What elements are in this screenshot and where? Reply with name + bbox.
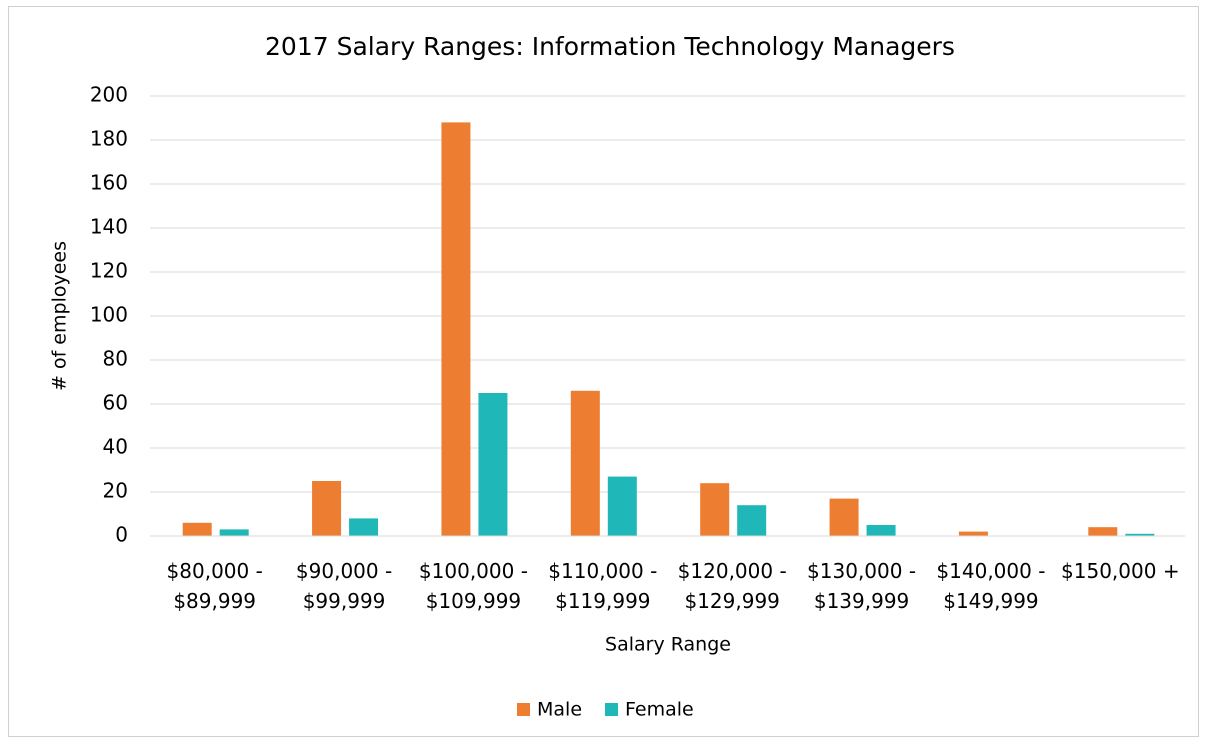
bar — [866, 525, 896, 536]
x-tick-label: $140,000 - $149,999 — [936, 559, 1046, 613]
bar — [219, 529, 249, 536]
bar — [441, 122, 471, 537]
bar — [607, 476, 637, 536]
bar — [570, 390, 600, 536]
x-tick-label: $80,000 - $89,999 — [166, 559, 263, 613]
bar — [1088, 527, 1118, 536]
x-tick-label: $90,000 - $99,999 — [295, 559, 393, 613]
y-tick-label: 20 — [103, 479, 128, 503]
x-tick-label: $110,000 - $119,999 — [548, 559, 658, 613]
chart-title: 2017 Salary Ranges: Information Technolo… — [265, 32, 955, 61]
bar — [349, 518, 379, 536]
legend-swatch — [517, 703, 530, 716]
x-tick-label: $100,000 - $109,999 — [418, 559, 528, 613]
y-tick-label: 40 — [103, 435, 128, 459]
y-tick-label: 100 — [90, 303, 128, 327]
y-tick-label: 80 — [103, 347, 128, 371]
y-axis-title: # of employees — [49, 241, 71, 391]
y-tick-label: 180 — [90, 127, 128, 151]
bar — [737, 505, 767, 536]
y-tick-label: 60 — [103, 391, 128, 415]
bar — [700, 483, 730, 536]
x-axis-title: Salary Range — [605, 634, 731, 656]
legend-label: Female — [625, 699, 694, 721]
x-tick-label: $130,000 - $139,999 — [807, 559, 917, 613]
bar — [958, 531, 988, 536]
y-tick-label: 160 — [90, 171, 128, 195]
y-tick-label: 200 — [90, 83, 128, 107]
bar — [312, 481, 342, 536]
y-tick-label: 0 — [115, 523, 128, 547]
legend-swatch — [605, 703, 618, 716]
bar — [829, 498, 859, 536]
legend-label: Male — [537, 699, 582, 721]
y-tick-label: 120 — [90, 259, 128, 283]
y-tick-label: 140 — [90, 215, 128, 239]
x-tick-label: $120,000 - $129,999 — [677, 559, 787, 613]
x-tick-label: $150,000 + — [1061, 559, 1180, 583]
bar — [478, 393, 508, 536]
chart-border — [8, 6, 1199, 737]
bar — [1125, 533, 1155, 536]
bar — [182, 522, 212, 536]
